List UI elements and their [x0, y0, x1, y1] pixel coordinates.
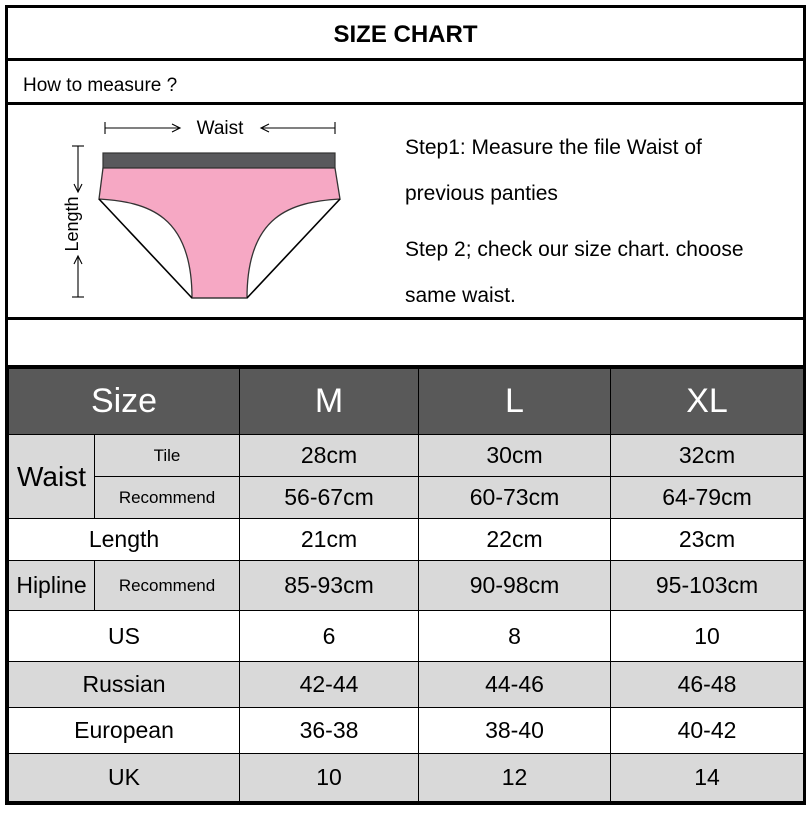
svg-text:Length: Length — [62, 196, 82, 251]
svg-text:Waist: Waist — [197, 118, 245, 139]
